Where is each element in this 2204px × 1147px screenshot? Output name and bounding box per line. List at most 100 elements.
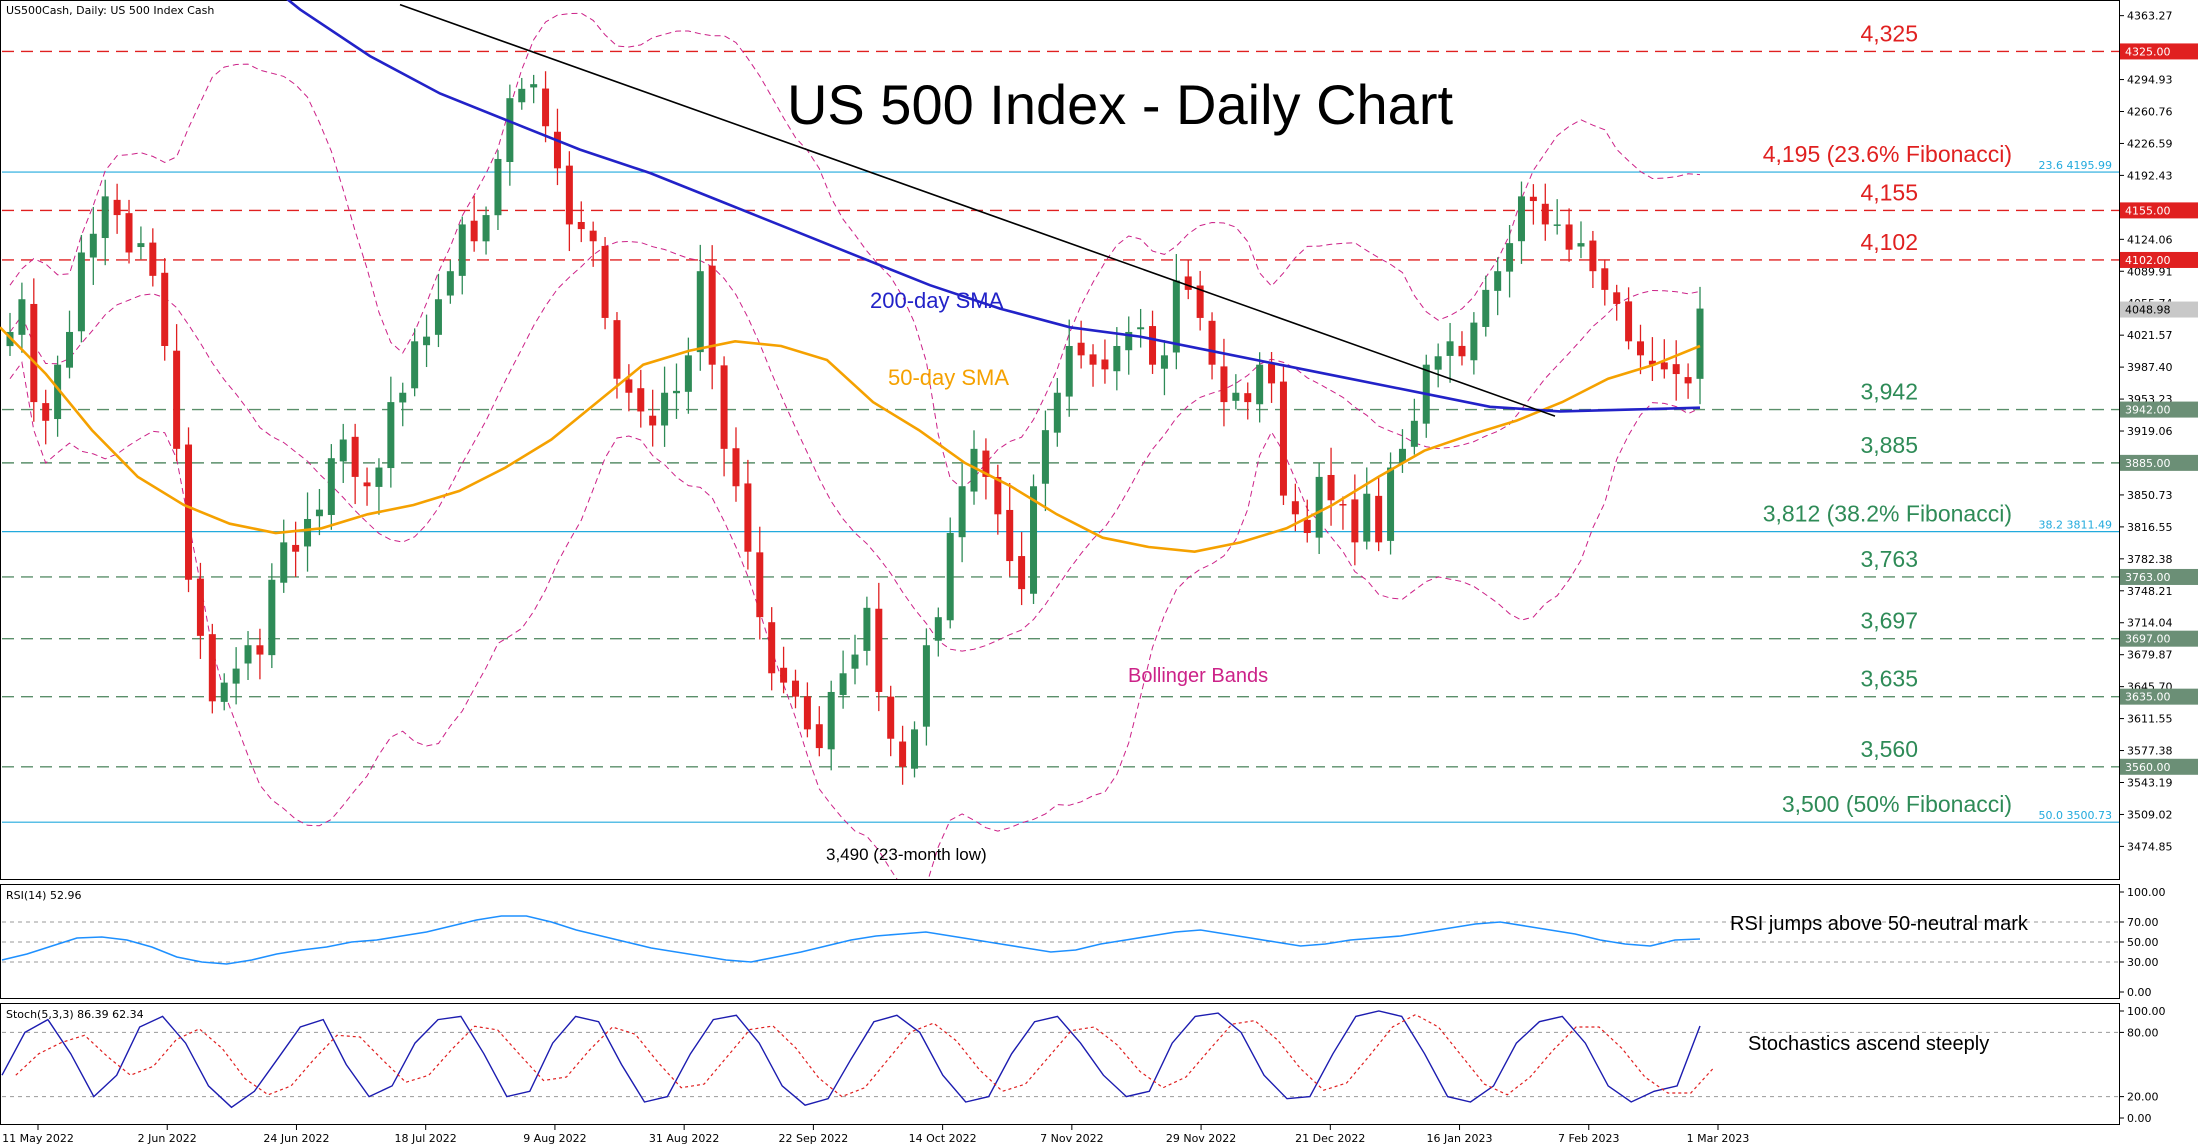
candle-body	[1672, 364, 1680, 375]
candle-body	[684, 355, 692, 392]
price-tag	[2120, 401, 2198, 418]
price-axis-label: 3577.38	[2127, 745, 2173, 758]
candle-body	[423, 336, 431, 346]
candle-body	[756, 552, 764, 618]
trend-line	[399, 3, 1556, 417]
candle-body	[363, 482, 371, 487]
candle-body	[351, 436, 359, 477]
candle-body	[708, 265, 716, 365]
candle-body	[744, 483, 752, 552]
candle-body	[780, 667, 788, 683]
candle-body	[101, 196, 109, 239]
candle-body	[625, 379, 633, 393]
candle-body	[1577, 243, 1585, 247]
candle-body	[1006, 509, 1014, 562]
date-axis-label: 18 Jul 2022	[395, 1132, 457, 1145]
candle-body	[1160, 355, 1168, 369]
level-annotation: 4,102	[1860, 229, 1918, 255]
candle-body	[994, 476, 1002, 515]
candle-body	[375, 467, 383, 487]
candle-body	[1470, 322, 1478, 361]
candle-body	[1684, 377, 1692, 384]
rsi-line	[1, 915, 1701, 965]
price-tag-label: 4155.00	[2125, 204, 2171, 217]
sma200-line	[286, 0, 1701, 413]
candle-body	[1434, 356, 1442, 370]
candle-body	[18, 299, 26, 335]
candle-body	[589, 230, 597, 242]
candle-body	[1351, 499, 1359, 543]
candle-body	[661, 392, 669, 426]
bollinger-middle	[9, 240, 1701, 652]
stoch-header: Stoch(5,3,3) 86.39 62.34	[6, 1008, 144, 1021]
date-axis-label: 29 Nov 2022	[1166, 1132, 1236, 1145]
candle-body	[196, 578, 204, 636]
bollinger-lower	[9, 361, 1701, 879]
candle-body	[42, 403, 50, 421]
price-axis-label: 4124.06	[2127, 233, 2173, 246]
candle-body	[1053, 392, 1061, 433]
candle-body	[256, 645, 264, 655]
candle-body	[1636, 341, 1644, 356]
date-axis-label: 2 Jun 2022	[138, 1132, 197, 1145]
candle-body	[1279, 381, 1287, 496]
price-tag-label: 3635.00	[2125, 691, 2171, 704]
candle-body	[958, 486, 966, 538]
date-axis-label: 9 Aug 2022	[523, 1132, 586, 1145]
candle-body	[1375, 495, 1383, 543]
candle-body	[292, 544, 300, 552]
level-annotation: 3,763	[1860, 546, 1918, 572]
candle-body	[1184, 276, 1192, 290]
candle-body	[922, 645, 930, 727]
price-axis-label: 4363.27	[2127, 10, 2173, 23]
candle-body	[637, 388, 645, 412]
price-tag	[2120, 758, 2198, 775]
candle-body	[1113, 345, 1121, 372]
stoch-axis-label: 100.00	[2127, 1005, 2166, 1018]
candle-body	[1398, 448, 1406, 463]
candle-body	[268, 579, 276, 656]
candle-body	[304, 518, 312, 547]
candle-body	[839, 673, 847, 695]
price-tag-label: 4102.00	[2125, 254, 2171, 267]
price-axis-label: 3509.02	[2127, 808, 2173, 821]
candle-body	[125, 213, 133, 253]
price-tag	[2120, 251, 2198, 268]
candle-body	[542, 88, 550, 127]
candle-body	[851, 654, 859, 669]
main-panel-frame	[0, 0, 2120, 880]
candle-body	[887, 696, 895, 739]
rsi-axis-label: 100.00	[2127, 886, 2166, 899]
price-tag	[2120, 568, 2198, 585]
candle-body	[315, 509, 323, 517]
candle-body	[815, 724, 823, 749]
date-axis-label: 16 Jan 2023	[1427, 1132, 1493, 1145]
price-axis-label: 3679.87	[2127, 649, 2173, 662]
candle-body	[1256, 364, 1264, 405]
candle-body	[1601, 268, 1609, 290]
candle-body	[1648, 360, 1656, 365]
candle-body	[1030, 486, 1038, 594]
candle-body	[1363, 493, 1371, 542]
level-annotation: 3,500 (50% Fibonacci)	[1782, 791, 2012, 817]
candle-body	[1387, 467, 1395, 541]
stoch-panel-frame	[0, 1003, 2120, 1125]
date-axis-label: 31 Aug 2022	[649, 1132, 719, 1145]
candle-body	[327, 458, 335, 515]
candle-body	[1446, 341, 1454, 356]
candle-body	[1589, 240, 1597, 272]
price-axis-label: 3782.38	[2127, 553, 2173, 566]
level-annotation: 4,155	[1860, 179, 1918, 205]
stoch-annotation: Stochastics ascend steeply	[1748, 1033, 1989, 1055]
rsi-header: RSI(14) 52.96	[6, 889, 81, 902]
price-axis-label: 3714.04	[2127, 617, 2173, 630]
date-axis-label: 24 Jun 2022	[263, 1132, 329, 1145]
stoch-axis-label: 0.00	[2127, 1112, 2152, 1125]
candle-body	[613, 320, 621, 379]
candle-body	[77, 252, 85, 332]
fib-tag: 38.2 3811.49	[2039, 519, 2112, 532]
level-annotation: 3,697	[1860, 608, 1918, 634]
sma50-line	[0, 326, 1701, 554]
